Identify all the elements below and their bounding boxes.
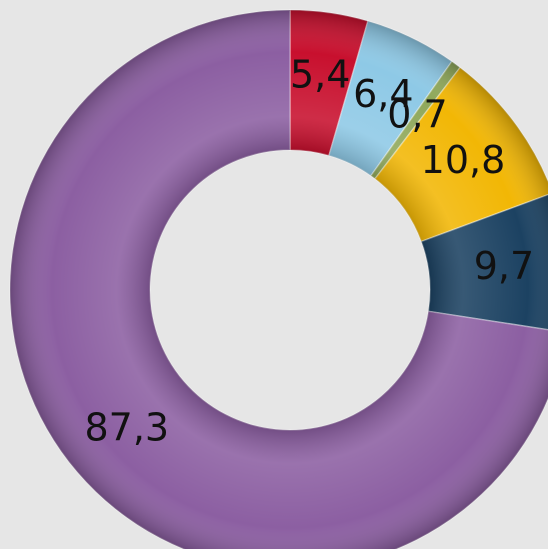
data-label: 10,8: [421, 138, 506, 182]
data-label: 0,7: [387, 92, 447, 136]
data-label: 6,4: [353, 72, 413, 116]
data-label: 87,3: [85, 405, 170, 449]
data-label: 5,4: [290, 53, 350, 97]
data-label: 9,7: [474, 244, 534, 288]
